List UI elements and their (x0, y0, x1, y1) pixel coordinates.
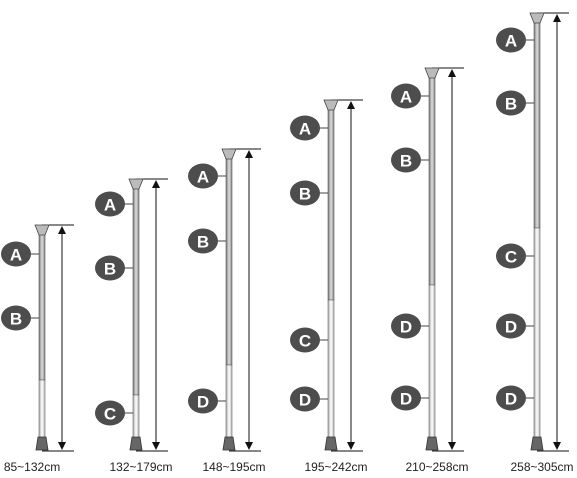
badge-label: A (10, 246, 22, 265)
pole-cap (424, 67, 440, 79)
badge (290, 327, 320, 353)
badge-label: D (197, 393, 209, 412)
badge (95, 400, 125, 426)
badge-label: B (505, 95, 517, 114)
badge (391, 313, 421, 339)
pole-foot (129, 436, 143, 451)
badge-label: A (104, 196, 116, 215)
badge-label: D (400, 318, 412, 337)
badge-label: A (400, 88, 412, 107)
pole-foot (530, 436, 544, 451)
pole-cap (221, 148, 237, 160)
range-label: 132~179cm (109, 460, 172, 474)
pole-group: A B D D 210~258cm (391, 67, 469, 474)
badge (188, 228, 218, 254)
range-label: 148~195cm (202, 460, 265, 474)
pole-lower (38, 379, 46, 440)
badge-label: D (505, 390, 517, 409)
badge-label: B (400, 152, 412, 171)
pole-group: A B C D 195~242cm (290, 99, 368, 474)
badge-label: A (505, 32, 517, 51)
pole-lower (132, 394, 140, 440)
badge (496, 90, 526, 116)
range-label: 195~242cm (304, 460, 367, 474)
badge (496, 313, 526, 339)
badge (496, 385, 526, 411)
badge (290, 386, 320, 412)
badge (496, 243, 526, 269)
range-label: 85~132cm (4, 460, 60, 474)
pole-lower (327, 299, 335, 440)
badge (391, 147, 421, 173)
pole-group: A B 85~132cm (1, 224, 74, 474)
badge-label: B (10, 310, 22, 329)
badge-label: B (299, 185, 311, 204)
pole-foot (35, 436, 49, 451)
badge-label: B (104, 260, 116, 279)
pole-upper (132, 187, 140, 396)
badge (391, 385, 421, 411)
pole-cap (323, 99, 339, 111)
pole-upper (327, 108, 335, 301)
badge-label: B (197, 233, 209, 252)
pole-foot (324, 436, 338, 451)
badge-label: C (104, 405, 116, 424)
badge (496, 27, 526, 53)
badge (95, 255, 125, 281)
badge (95, 191, 125, 217)
range-label: 210~258cm (405, 460, 468, 474)
badge (1, 305, 31, 331)
pole-lower (428, 284, 436, 440)
badge-label: D (299, 391, 311, 410)
pole-group: A B D 148~195cm (188, 148, 266, 474)
badge-label: D (400, 390, 412, 409)
pole-lower (533, 227, 541, 440)
pole-cap (128, 178, 144, 190)
badge-label: A (299, 120, 311, 139)
badge (188, 388, 218, 414)
pole-cap (529, 12, 545, 24)
range-label: 258~305cm (510, 460, 573, 474)
badge (1, 241, 31, 267)
pole-foot (425, 436, 439, 451)
pole-upper (533, 21, 541, 229)
pole-foot (222, 436, 236, 451)
pole-group: A B C D D 258~305cm (496, 12, 574, 474)
badge (290, 115, 320, 141)
badge (290, 180, 320, 206)
pole-upper (38, 233, 46, 381)
badge-label: C (505, 248, 517, 267)
pole-upper (225, 157, 233, 366)
badge-label: A (197, 168, 209, 187)
pole-cap (34, 224, 50, 236)
pole-group: A B C 132~179cm (95, 178, 173, 474)
pole-lower (225, 364, 233, 440)
badge-label: C (299, 332, 311, 351)
badge-label: D (505, 318, 517, 337)
badge (188, 163, 218, 189)
pole-upper (428, 76, 436, 286)
badge (391, 83, 421, 109)
